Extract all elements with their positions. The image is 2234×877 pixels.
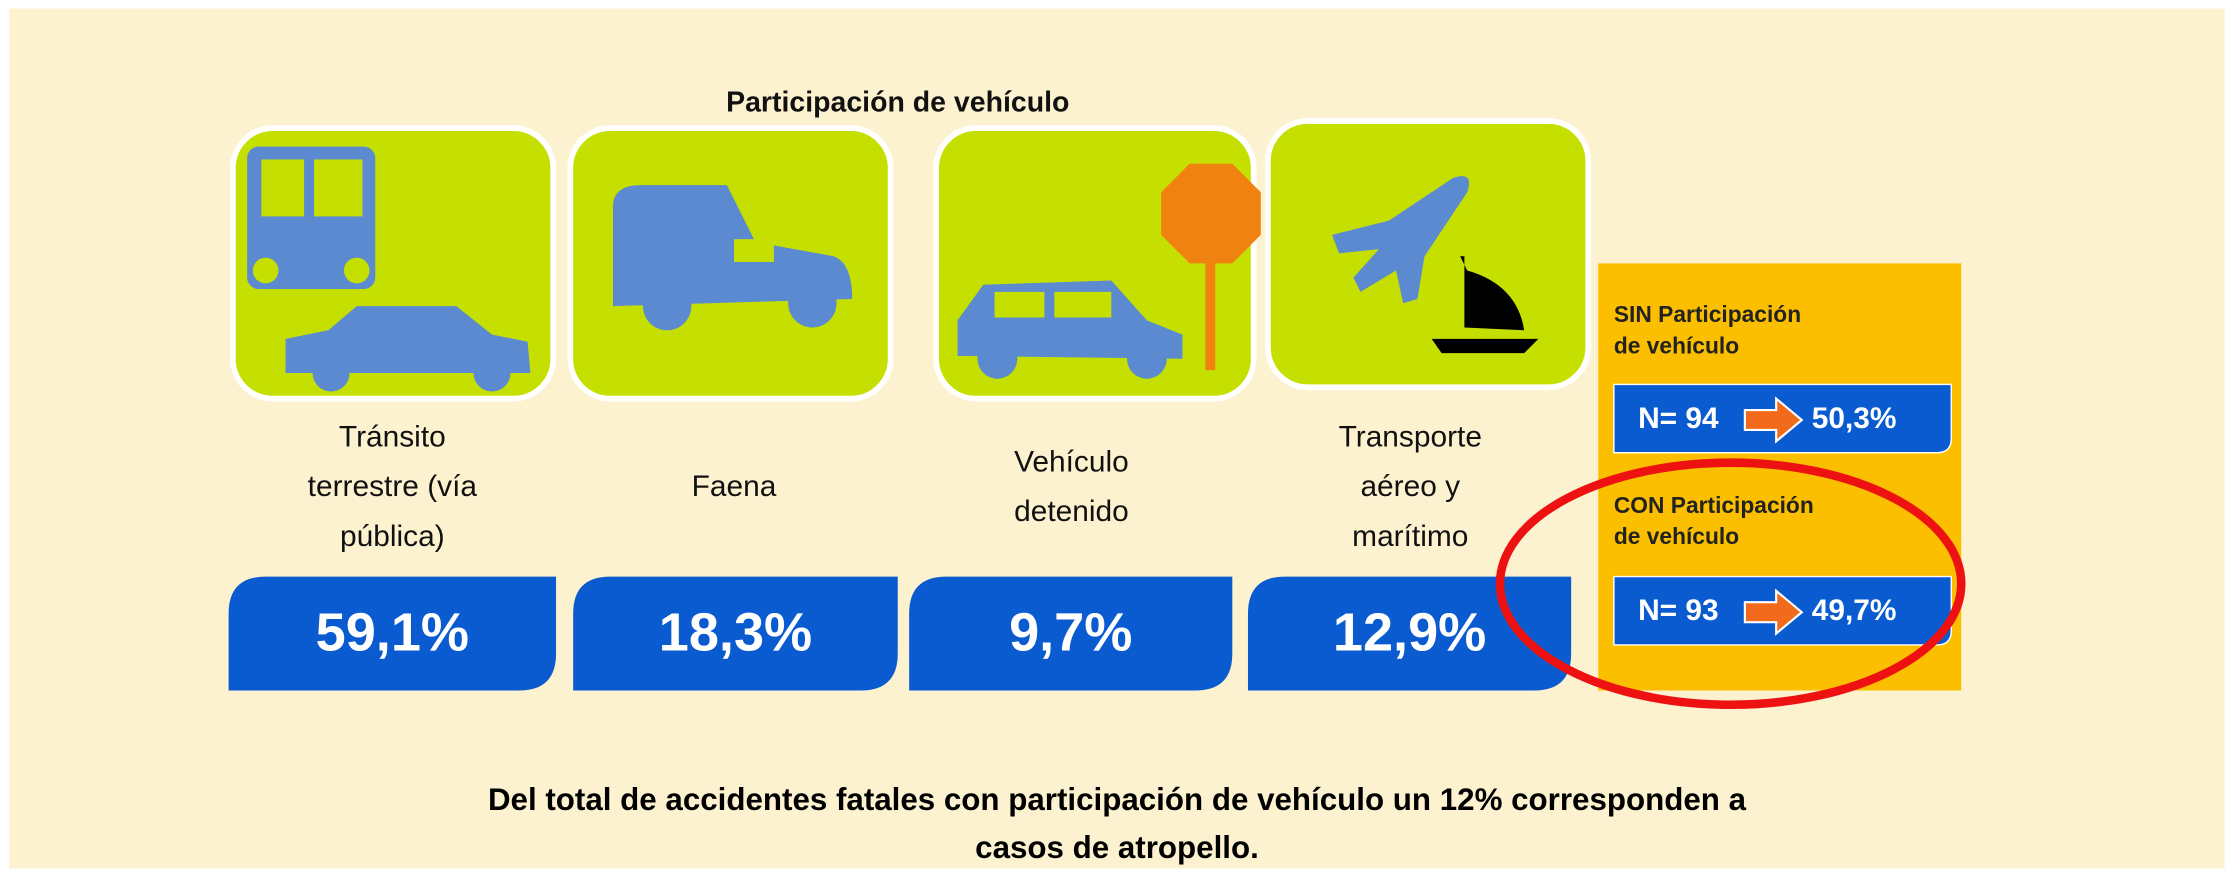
category-value: 12,9% — [1333, 603, 1486, 663]
category-label: terrestre (vía — [308, 470, 478, 503]
footer-line: Del total de accidentes fatales con part… — [488, 782, 1747, 817]
category-label: Transporte — [1339, 420, 1482, 453]
highlight-ellipse — [1495, 458, 1966, 710]
wheel — [1126, 338, 1167, 379]
car-icon — [285, 306, 531, 374]
value-box — [909, 576, 1233, 691]
panel-label: de vehículo — [1614, 523, 1739, 549]
van-icon — [613, 185, 853, 307]
wheel — [788, 279, 837, 328]
arrow — [1743, 396, 1804, 444]
car-window — [1054, 291, 1112, 318]
wheel — [312, 354, 350, 392]
category-label: Vehículo — [1014, 445, 1129, 478]
bus-light — [252, 257, 279, 284]
value-box — [573, 576, 898, 691]
category-label: Faena — [692, 470, 777, 503]
category-value: 59,1% — [316, 603, 469, 663]
panel-percent: 49,7% — [1812, 594, 1897, 627]
sign-post — [1205, 242, 1216, 371]
wheel — [473, 354, 511, 392]
title: Participación de vehículo — [726, 86, 1069, 118]
category-label: pública) — [340, 520, 445, 553]
side-panel-content: SIN Participación de vehículo N= 94 50,3% CO… — [1613, 301, 1953, 646]
panel-label: de vehículo — [1614, 332, 1739, 358]
category-value: 18,3% — [659, 603, 812, 663]
car-window — [994, 291, 1045, 318]
sign — [1161, 163, 1261, 264]
panel-percent: 50,3% — [1812, 402, 1897, 435]
bus-window — [314, 159, 363, 217]
plane-icon — [1331, 176, 1470, 304]
category-label: Tránsito — [339, 420, 446, 453]
boat-icon — [1431, 256, 1539, 354]
icons — [247, 146, 1470, 392]
value-box — [228, 576, 557, 691]
stop-sign — [1161, 163, 1261, 371]
panel-n: N= 94 — [1638, 402, 1719, 435]
bus-light — [343, 257, 370, 284]
category-label: aéreo y — [1360, 470, 1460, 503]
bus-window — [261, 159, 305, 217]
van-window — [734, 239, 774, 262]
panel-label: CON Participación — [1614, 492, 1814, 518]
tile — [1265, 118, 1592, 391]
category-label: detenido — [1014, 495, 1129, 528]
category-label: marítimo — [1352, 520, 1468, 553]
arrow — [1743, 588, 1804, 636]
category-value: 9,7% — [1009, 603, 1132, 663]
categories: Tránsito terrestre (vía pública) 59,1% Faena… — [228, 420, 1572, 691]
wheel — [642, 281, 692, 331]
panel-n: N= 93 — [1638, 594, 1719, 627]
value-box — [1247, 576, 1572, 691]
wheel — [977, 338, 1018, 379]
panel-label: SIN Participación — [1614, 301, 1801, 327]
footer-line: casos de atropello. — [975, 830, 1259, 865]
